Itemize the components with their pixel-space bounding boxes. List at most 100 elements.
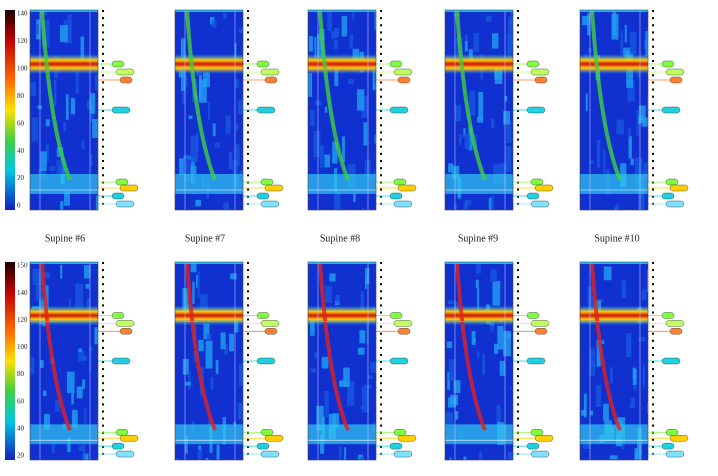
tick-dot bbox=[380, 152, 382, 155]
tick-dot bbox=[652, 45, 654, 48]
texture bbox=[344, 447, 347, 460]
texture bbox=[587, 13, 591, 36]
colorbar-tick-label: 20 bbox=[17, 174, 25, 182]
tick-dot bbox=[247, 45, 249, 48]
tick-dot bbox=[247, 396, 249, 399]
texture bbox=[232, 160, 239, 187]
annotation-tag bbox=[264, 76, 278, 84]
tick-dot bbox=[517, 117, 519, 120]
annotation-tag bbox=[115, 320, 135, 327]
tick-dot bbox=[652, 375, 654, 378]
texture bbox=[214, 142, 220, 148]
tick-dot bbox=[652, 10, 654, 12]
annotation-tag bbox=[119, 184, 139, 192]
texture bbox=[210, 376, 214, 390]
texture bbox=[477, 117, 484, 123]
texture bbox=[208, 101, 211, 121]
annotation-tag bbox=[397, 435, 417, 442]
texture bbox=[185, 381, 191, 386]
annotation-tag bbox=[115, 178, 129, 186]
tick-dot bbox=[102, 160, 104, 162]
texture bbox=[203, 323, 210, 340]
annotation-tag bbox=[665, 178, 679, 186]
tick-dot bbox=[380, 117, 382, 120]
low-band bbox=[580, 424, 648, 445]
texture bbox=[82, 356, 88, 361]
texture bbox=[92, 119, 98, 138]
colorbar-tick-label: 120 bbox=[17, 316, 28, 324]
texture bbox=[45, 119, 50, 127]
tick-dot bbox=[517, 145, 519, 148]
tick-dot bbox=[102, 304, 104, 307]
tick-dot bbox=[247, 138, 249, 141]
colorbar-tick-label: 150 bbox=[17, 262, 28, 270]
texture bbox=[324, 154, 331, 168]
texture bbox=[491, 33, 499, 49]
tick-dot bbox=[652, 353, 654, 356]
tick-dot bbox=[517, 346, 519, 349]
texture bbox=[230, 273, 237, 280]
annotation-tag bbox=[393, 200, 413, 208]
tick-dot bbox=[247, 10, 249, 12]
tick-dot bbox=[517, 339, 519, 342]
texture bbox=[332, 141, 338, 164]
tick-dot bbox=[652, 152, 654, 155]
tick-dot bbox=[247, 145, 249, 148]
texture bbox=[63, 191, 70, 206]
tick-dot bbox=[102, 396, 104, 399]
tick-dot bbox=[102, 124, 104, 127]
texture bbox=[585, 93, 588, 112]
texture bbox=[35, 23, 39, 35]
tick-dot bbox=[517, 167, 519, 170]
main-band bbox=[30, 54, 98, 74]
spectrogram-panel bbox=[444, 9, 554, 211]
texture bbox=[224, 343, 228, 355]
tick-dot bbox=[652, 74, 654, 77]
texture bbox=[509, 386, 512, 390]
panel-frame bbox=[307, 261, 377, 461]
texture bbox=[334, 191, 341, 210]
texture bbox=[603, 149, 606, 175]
texture bbox=[195, 275, 199, 288]
texture bbox=[641, 289, 647, 300]
streak bbox=[455, 262, 487, 432]
texture bbox=[447, 371, 451, 390]
annotation-tag bbox=[393, 429, 407, 436]
texture bbox=[179, 158, 184, 176]
texture bbox=[331, 30, 338, 39]
tick-dot bbox=[102, 318, 104, 321]
main-band bbox=[175, 305, 243, 326]
tick-dot bbox=[247, 375, 249, 378]
tick-dot bbox=[517, 81, 519, 84]
tick-dot bbox=[652, 290, 654, 293]
tick-dot bbox=[652, 110, 654, 112]
tick-dot bbox=[102, 181, 104, 184]
tick-dot bbox=[102, 81, 104, 84]
texture bbox=[493, 343, 499, 354]
tick-dot bbox=[247, 311, 249, 314]
texture bbox=[505, 145, 512, 172]
texture bbox=[361, 386, 369, 413]
annotation-tag bbox=[661, 442, 675, 450]
texture bbox=[324, 106, 328, 113]
low-band bbox=[308, 174, 376, 194]
tick-dot bbox=[380, 339, 382, 342]
texture bbox=[63, 122, 67, 132]
tick-dot bbox=[380, 445, 382, 448]
annotation-tag bbox=[119, 435, 139, 442]
texture bbox=[199, 383, 203, 396]
texture bbox=[59, 25, 68, 42]
tick-dot bbox=[517, 353, 519, 356]
colorbar-tick-label: 100 bbox=[17, 343, 28, 351]
spectrogram-panel bbox=[174, 9, 284, 211]
tick-dot bbox=[102, 167, 104, 170]
texture bbox=[646, 269, 648, 293]
texture bbox=[638, 115, 644, 124]
annotation-tag bbox=[530, 429, 544, 436]
texture bbox=[71, 392, 74, 405]
annotation-tag bbox=[389, 60, 403, 68]
tick-dot bbox=[247, 38, 249, 41]
low-band bbox=[30, 424, 98, 445]
tick-dot bbox=[517, 110, 519, 112]
tick-dot bbox=[380, 181, 382, 184]
